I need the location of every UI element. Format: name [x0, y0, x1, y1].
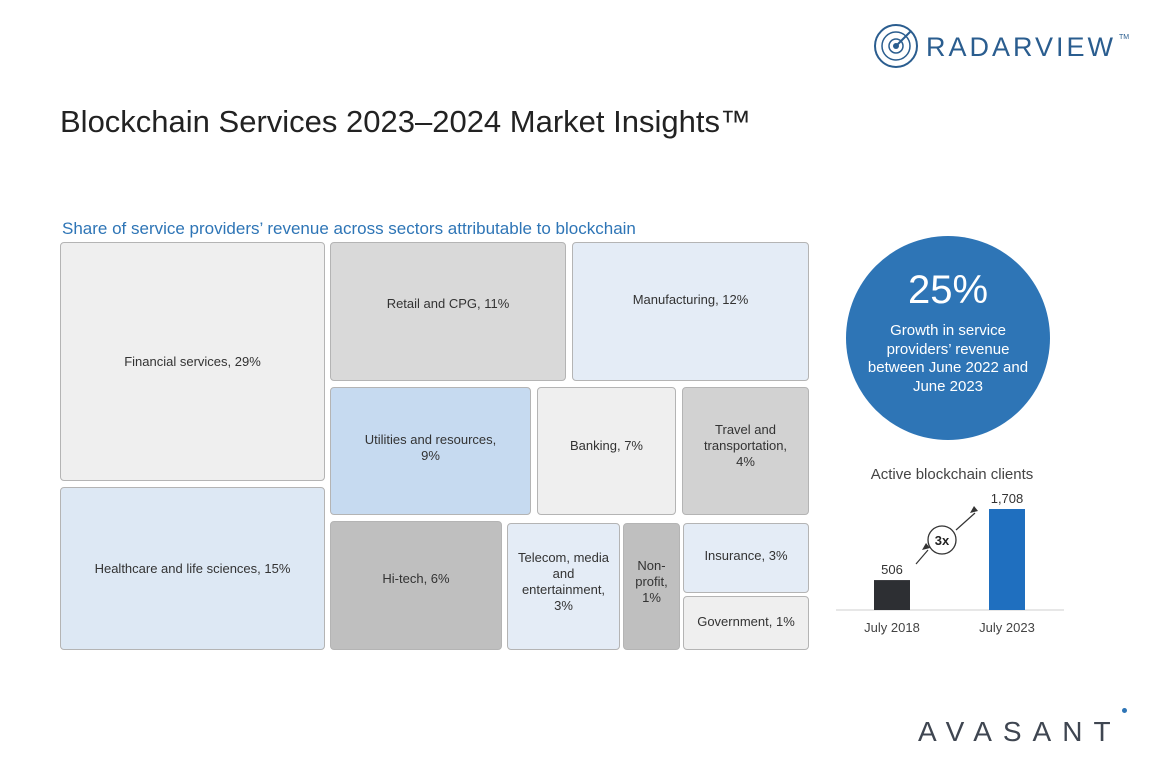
growth-value: 25%	[907, 268, 989, 312]
tile-label: Government, 1%	[697, 614, 795, 629]
tile-telecom: Telecom, media and entertainment, 3%	[507, 523, 620, 650]
radarview-wordmark: RADARVIEW	[926, 32, 1117, 62]
tile-financial-services: Financial services, 29%	[60, 242, 325, 481]
tile-label: Retail and CPG, 11%	[386, 295, 510, 311]
avasant-logo: AVASANT	[918, 716, 1122, 747]
bar-1	[874, 580, 910, 610]
growth-multiplier-circle	[927, 525, 957, 555]
tile-label: Utilities and resources, 9%	[364, 432, 497, 463]
radarview-logo: RADARVIEW TM	[872, 22, 1134, 74]
arrow-line-2	[955, 512, 976, 531]
x-tick-label: July 2018	[864, 620, 920, 635]
growth-bubble: 25% Growth in service providers’ revenue…	[846, 236, 1050, 440]
tile-healthcare: Healthcare and life sciences, 15%	[60, 487, 325, 650]
page-title: Blockchain Services 2023–2024 Market Ins…	[60, 104, 751, 139]
bar-2	[989, 509, 1025, 610]
growth-description: Growth in service providers’ revenue bet…	[867, 322, 1029, 395]
bar-value-label: 1,708	[991, 491, 1024, 506]
tile-government: Government, 1%	[683, 596, 809, 650]
arrow-head-1	[922, 543, 930, 550]
x-tick-label: July 2023	[979, 620, 1035, 635]
tile-label: Travel and transportation, 4%	[703, 422, 788, 469]
tile-travel: Travel and transportation, 4%	[682, 387, 809, 515]
tile-label: Healthcare and life sciences, 15%	[94, 560, 291, 576]
tile-label: Non-profit, 1%	[635, 557, 668, 605]
tile-label: Insurance, 3%	[704, 548, 788, 563]
tile-non-profit: Non-profit, 1%	[623, 523, 680, 650]
tile-label: Telecom, media and entertainment, 3%	[517, 549, 610, 613]
radar-icon	[874, 24, 918, 68]
tile-hi-tech: Hi-tech, 6%	[330, 521, 502, 650]
tile-label: Financial services, 29%	[124, 353, 261, 369]
tile-label: Banking, 7%	[570, 438, 643, 453]
tile-label: Manufacturing, 12%	[632, 291, 749, 307]
arrow-head-2	[970, 506, 978, 513]
tile-banking: Banking, 7%	[537, 387, 676, 515]
tile-utilities: Utilities and resources, 9%	[330, 387, 531, 515]
bar-value-label: 506	[881, 562, 903, 577]
tile-insurance: Insurance, 3%	[683, 523, 809, 593]
treemap-title: Share of service providers’ revenue acro…	[62, 219, 636, 238]
tile-retail-cpg: Retail and CPG, 11%	[330, 242, 566, 381]
avasant-logo-dot	[1122, 708, 1127, 713]
arrow-line-1	[915, 549, 929, 565]
tile-label: Hi-tech, 6%	[382, 570, 450, 586]
trademark-mark: TM	[1119, 34, 1130, 41]
growth-multiplier-label: 3x	[935, 533, 950, 548]
bar-chart-title: Active blockchain clients	[870, 466, 1034, 483]
clients-bar-chart: 506 July 2018 1,708 July 2023 3x	[836, 491, 1064, 635]
tile-manufacturing: Manufacturing, 12%	[572, 242, 809, 381]
